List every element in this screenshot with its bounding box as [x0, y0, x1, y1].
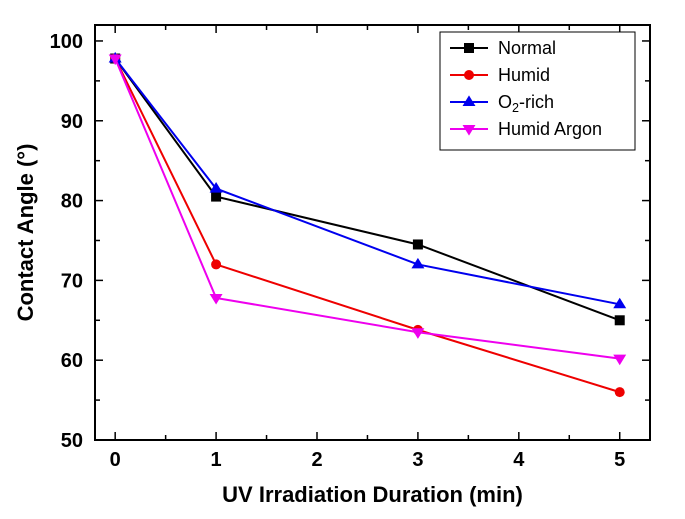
y-tick-label: 100 — [50, 31, 83, 53]
contact-angle-chart: 0 1 2 3 4 5 50 60 70 80 90 100 UV Irradiation Durati… — [0, 0, 685, 519]
y-tick-label: 80 — [61, 191, 83, 213]
x-tick-label: 5 — [614, 449, 625, 471]
y-tick-label: 70 — [61, 270, 83, 292]
x-tick-label: 1 — [211, 449, 222, 471]
y-axis-label: Contact Angle (°) — [13, 144, 38, 322]
legend-label: Humid — [498, 65, 550, 85]
x-tick-label: 3 — [412, 449, 423, 471]
y-tick-label: 60 — [61, 350, 83, 372]
legend: Normal Humid O2-rich Humid Argon — [440, 32, 635, 150]
x-axis-label: UV Irradiation Duration (min) — [222, 482, 523, 507]
legend-label: Humid Argon — [498, 119, 602, 139]
legend-label: Normal — [498, 38, 556, 58]
x-tick-label: 2 — [311, 449, 322, 471]
legend-label: O2-rich — [498, 92, 554, 115]
y-tick-label: 50 — [61, 430, 83, 452]
y-tick-label: 90 — [61, 111, 83, 133]
x-tick-label: 4 — [513, 449, 525, 471]
x-tick-label: 0 — [110, 449, 121, 471]
